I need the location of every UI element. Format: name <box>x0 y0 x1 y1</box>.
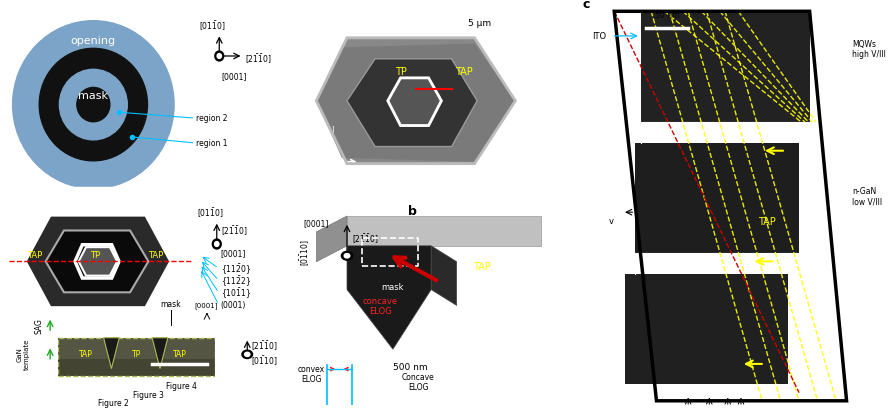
Circle shape <box>39 49 148 162</box>
Text: TP: TP <box>90 250 100 259</box>
Polygon shape <box>387 79 441 126</box>
Text: TAP: TAP <box>173 349 187 358</box>
Text: 500 nm: 500 nm <box>393 362 427 371</box>
Circle shape <box>341 252 352 261</box>
Text: {10$\bar{1}$1}: {10$\bar{1}$1} <box>221 286 250 300</box>
Text: [0001]: [0001] <box>311 125 334 132</box>
Text: (0001): (0001) <box>221 301 246 310</box>
Text: [2$\bar{1}\bar{1}$0]: [2$\bar{1}\bar{1}$0] <box>347 166 371 178</box>
Polygon shape <box>624 274 788 384</box>
Circle shape <box>212 239 221 249</box>
Text: c: c <box>582 0 589 11</box>
Polygon shape <box>635 143 798 254</box>
Text: TAP: TAP <box>80 349 93 358</box>
Text: {11$\bar{2}$0}: {11$\bar{2}$0} <box>221 261 250 276</box>
Text: TAP: TAP <box>27 250 42 259</box>
Text: ITO: ITO <box>592 32 605 41</box>
Text: [0001]: [0001] <box>221 249 246 257</box>
Polygon shape <box>347 216 540 246</box>
Text: 5 μm: 5 μm <box>468 18 491 27</box>
Text: [0$\bar{1}$10]: [0$\bar{1}$10] <box>311 185 335 197</box>
Circle shape <box>244 353 249 357</box>
Text: mask: mask <box>160 299 181 308</box>
Text: TAP: TAP <box>473 261 491 271</box>
Polygon shape <box>104 338 119 369</box>
Circle shape <box>13 22 173 189</box>
Text: Figure 3: Figure 3 <box>133 390 164 399</box>
Text: b: b <box>18 202 27 215</box>
Text: TP: TP <box>131 349 141 358</box>
Text: [2$\bar{1}\bar{1}$0]: [2$\bar{1}\bar{1}$0] <box>351 231 378 245</box>
Text: [2$\bar{1}\bar{1}$0]: [2$\bar{1}\bar{1}$0] <box>245 53 272 66</box>
Text: TAP: TAP <box>455 67 473 77</box>
Text: TAP: TAP <box>148 250 164 259</box>
Polygon shape <box>316 45 515 162</box>
Text: n-GaN
low V/III: n-GaN low V/III <box>851 187 881 206</box>
Polygon shape <box>79 247 117 276</box>
Text: convex
ELOG: convex ELOG <box>298 364 325 383</box>
Text: b: b <box>408 204 417 218</box>
Circle shape <box>59 70 127 141</box>
Text: c: c <box>63 326 70 336</box>
Text: region 2: region 2 <box>196 114 227 123</box>
Text: opening: opening <box>71 36 116 46</box>
Polygon shape <box>316 39 515 164</box>
Polygon shape <box>347 246 431 349</box>
Text: [0$\bar{1}$10]: [0$\bar{1}$10] <box>250 353 277 367</box>
Text: Figure 4: Figure 4 <box>166 381 197 390</box>
Polygon shape <box>640 12 809 123</box>
Text: [0001]: [0001] <box>221 72 246 81</box>
Text: TP: TP <box>394 67 406 77</box>
Circle shape <box>215 242 219 247</box>
Circle shape <box>215 52 224 62</box>
Text: mask: mask <box>381 282 404 291</box>
Text: SAG: SAG <box>35 317 44 333</box>
Text: {11$\bar{2}$2}: {11$\bar{2}$2} <box>221 274 250 288</box>
Text: a: a <box>300 12 309 25</box>
Polygon shape <box>46 231 148 292</box>
Circle shape <box>77 88 110 122</box>
Bar <box>58 359 215 376</box>
Text: region 1: region 1 <box>196 139 227 148</box>
Text: TAP: TAP <box>757 217 775 227</box>
Text: MQWs
high V/III: MQWs high V/III <box>851 39 885 59</box>
Text: mask: mask <box>79 91 108 101</box>
Text: [0001]: [0001] <box>303 218 329 227</box>
Text: [0001]: [0001] <box>194 301 218 308</box>
Polygon shape <box>347 60 477 147</box>
Text: v: v <box>609 216 613 225</box>
Text: Concave
ELOG: Concave ELOG <box>401 372 434 391</box>
Text: [01$\bar{1}$0]: [01$\bar{1}$0] <box>197 206 224 219</box>
Text: 50 nm: 50 nm <box>654 11 679 20</box>
Polygon shape <box>316 216 347 262</box>
Text: Figure 2: Figure 2 <box>97 398 128 407</box>
Text: a: a <box>18 13 27 27</box>
Text: [2$\bar{1}\bar{1}$0]: [2$\bar{1}\bar{1}$0] <box>221 225 247 238</box>
Polygon shape <box>23 214 172 309</box>
Circle shape <box>241 351 252 359</box>
Text: [$\bar{0}\bar{1}$10]: [$\bar{0}\bar{1}$10] <box>299 239 312 265</box>
Bar <box>58 338 215 376</box>
Circle shape <box>344 254 350 258</box>
Text: concave
ELOG: concave ELOG <box>362 296 397 315</box>
Text: [01$\bar{1}$0]: [01$\bar{1}$0] <box>198 20 225 34</box>
Circle shape <box>217 54 221 59</box>
Polygon shape <box>152 338 168 369</box>
Polygon shape <box>431 246 456 306</box>
Text: GaN
template: GaN template <box>17 338 30 369</box>
Text: [2$\bar{1}\bar{1}$0]: [2$\bar{1}\bar{1}$0] <box>250 339 277 352</box>
